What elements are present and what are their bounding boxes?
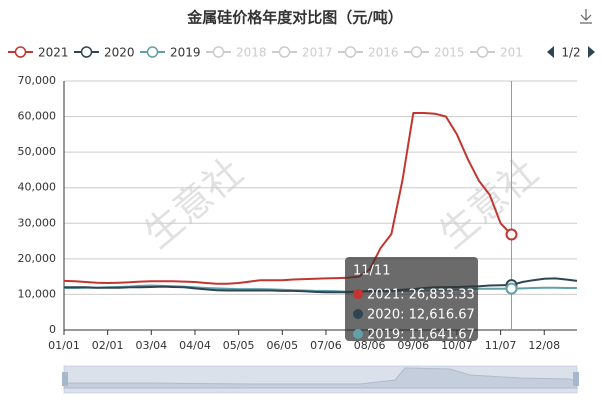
tooltip: 11/11 2021: 26,833.33 2020: 12,616.67 2019:…	[345, 257, 478, 343]
legend-symbol	[212, 46, 225, 58]
x-tick-label: 01/01	[48, 339, 80, 352]
legend-next[interactable]	[588, 46, 595, 58]
line-series	[63, 112, 513, 285]
data-zoom[interactable]	[62, 365, 579, 394]
legend-item[interactable]: 2020	[74, 46, 135, 60]
download-glyph	[580, 9, 592, 24]
tooltip-line: 2019: 11,641.67	[367, 328, 475, 343]
zoom-window	[64, 366, 577, 393]
legend-item[interactable]: 2016	[338, 46, 399, 60]
tooltip-title: 11/11	[353, 264, 390, 279]
legend-page: 1/2	[561, 46, 580, 60]
legend-label: 2015	[434, 46, 465, 60]
legend-item[interactable]: 2019	[140, 46, 201, 60]
legend-item[interactable]: 2021	[8, 46, 69, 60]
line-series	[64, 277, 578, 294]
tooltip-line: 2020: 12,616.67	[367, 308, 475, 323]
line-series	[64, 284, 577, 293]
x-tick-label: 12/08	[528, 339, 560, 352]
legend-symbol	[278, 46, 291, 58]
watermark: 生意社	[136, 150, 252, 257]
x-tick-label: 05/05	[223, 339, 255, 352]
legend-symbol	[344, 46, 357, 58]
legend-item[interactable]: 2015	[404, 46, 465, 60]
zoom-handle[interactable]	[62, 372, 68, 386]
tooltip-dot	[353, 329, 363, 339]
legend-item[interactable]: 2018	[206, 46, 267, 60]
legend-label: 2016	[368, 46, 399, 60]
legend-symbol	[410, 46, 423, 58]
legend-label: 2019	[170, 46, 201, 60]
legend-label: 2020	[104, 46, 135, 60]
x-tick-label: 04/04	[179, 339, 211, 352]
x-tick-label: 02/01	[92, 339, 124, 352]
tooltip-box	[345, 257, 478, 341]
x-tick-label: 08/06	[354, 339, 386, 352]
y-tick-label: 60,000	[18, 110, 57, 123]
y-tick-label: 10,000	[18, 287, 57, 300]
x-tick-label: 07/06	[310, 339, 342, 352]
legend-label: 201	[500, 46, 523, 60]
legend-label: 2021	[38, 46, 69, 60]
y-tick-label: 20,000	[18, 252, 57, 265]
legend-label: 2018	[236, 46, 267, 60]
legend-symbol	[14, 46, 27, 58]
legend-symbol	[146, 46, 159, 58]
watermark: 生意社	[431, 150, 547, 257]
zoom-handle[interactable]	[573, 372, 579, 386]
x-tick-label: 10/07	[441, 339, 473, 352]
tooltip-dot	[353, 309, 363, 319]
x-tick-label: 06/05	[266, 339, 298, 352]
x-tick-label: 11/07	[485, 339, 517, 352]
legend-symbol	[476, 46, 489, 58]
highlight-point	[505, 228, 518, 241]
tooltip-dot	[353, 289, 363, 299]
y-tick-label: 40,000	[18, 181, 57, 194]
highlight-point	[505, 282, 518, 295]
y-tick-label: 50,000	[18, 145, 57, 158]
legend-symbol	[80, 46, 93, 58]
chart-title: 金属硅价格年度对比图（元/吨）	[186, 9, 402, 27]
y-tick-label: 70,000	[18, 74, 57, 87]
legend-prev[interactable]	[547, 46, 554, 58]
x-tick-label: 09/06	[397, 339, 429, 352]
legend-item[interactable]: 2017	[272, 46, 333, 60]
x-tick-label: 03/04	[135, 339, 167, 352]
y-tick-label: 0	[49, 323, 56, 336]
legend-item[interactable]: 201	[470, 46, 523, 60]
legend-label: 2017	[302, 46, 333, 60]
y-tick-label: 30,000	[18, 216, 57, 229]
tooltip-line: 2021: 26,833.33	[367, 288, 475, 303]
download-icon[interactable]	[580, 9, 592, 24]
